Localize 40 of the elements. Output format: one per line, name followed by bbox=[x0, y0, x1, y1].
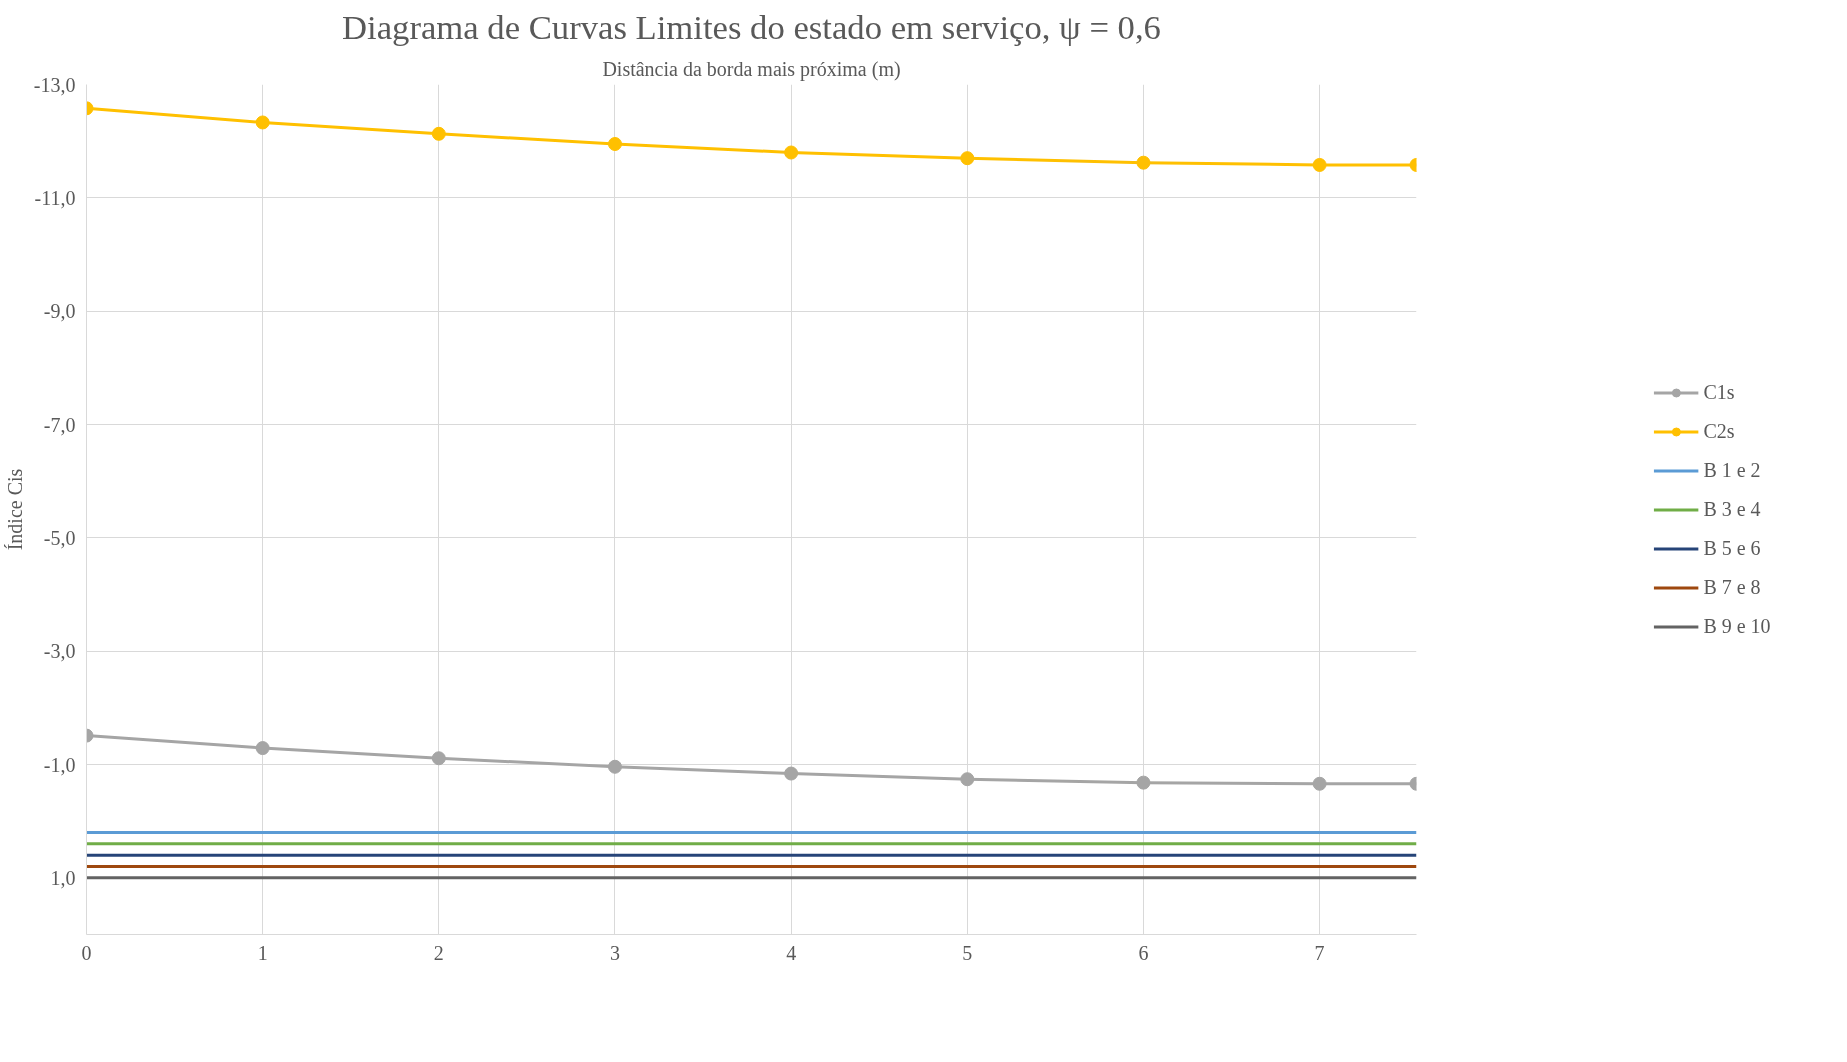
y-tick-label: -1,0 bbox=[43, 753, 76, 776]
y-tick-label: -9,0 bbox=[43, 300, 76, 323]
x-tick-label: 5 bbox=[962, 941, 973, 964]
point bbox=[431, 751, 446, 766]
x-axis-title: Distância da borda mais próxima (m) bbox=[602, 57, 901, 81]
y-tick-label: -3,0 bbox=[43, 640, 76, 663]
x-tick-label: 7 bbox=[1314, 941, 1325, 964]
legend-label: B 1 e 2 bbox=[1703, 458, 1761, 482]
point bbox=[1312, 157, 1327, 172]
legend-label: B 3 e 4 bbox=[1703, 497, 1761, 521]
y-tick-label: -5,0 bbox=[43, 526, 76, 549]
point bbox=[607, 759, 622, 774]
chart-title: Diagrama de Curvas Limites do estado em serviço, ψ = 0,6 bbox=[342, 7, 1161, 46]
point bbox=[784, 766, 799, 781]
legend-label: B 9 e 10 bbox=[1703, 614, 1771, 638]
x-tick-label: 2 bbox=[433, 941, 444, 964]
point bbox=[607, 137, 622, 151]
point bbox=[255, 115, 270, 130]
y-tick-label: -11,0 bbox=[34, 186, 76, 209]
point bbox=[960, 151, 975, 166]
x-tick-label: 1 bbox=[257, 941, 268, 964]
legend-label: C2s bbox=[1703, 419, 1735, 443]
point bbox=[1136, 775, 1151, 790]
x-tick-label: 0 bbox=[81, 941, 92, 964]
point bbox=[431, 126, 446, 141]
point bbox=[255, 741, 270, 756]
legend-label: B 5 e 6 bbox=[1703, 536, 1761, 560]
legend-label: C1s bbox=[1703, 380, 1735, 404]
y-tick-label: -13,0 bbox=[33, 73, 76, 96]
y-tick-label: 1,0 bbox=[50, 866, 76, 889]
x-tick-label: 6 bbox=[1138, 941, 1149, 964]
y-axis-title: Índice Cis bbox=[3, 468, 26, 551]
x-tick-label: 3 bbox=[609, 941, 620, 964]
point bbox=[784, 145, 799, 160]
point bbox=[1312, 776, 1327, 791]
y-tick-label: -7,0 bbox=[43, 413, 76, 436]
legend-label: B 7 e 8 bbox=[1703, 575, 1761, 599]
point bbox=[1136, 155, 1151, 170]
x-tick-label: 4 bbox=[786, 941, 797, 964]
point bbox=[960, 772, 975, 787]
